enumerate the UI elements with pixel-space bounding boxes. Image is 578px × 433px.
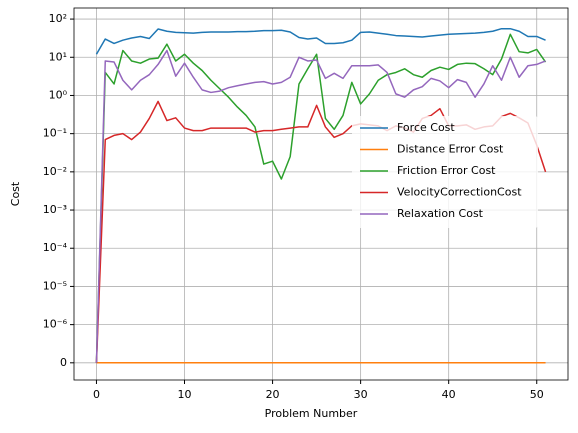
x-tick-label: 40: [442, 388, 456, 401]
x-tick-label: 10: [178, 388, 192, 401]
y-axis-label: Cost: [9, 181, 22, 206]
x-tick-label: 0: [93, 388, 100, 401]
series-line: [95, 49, 546, 363]
legend-box: [352, 116, 538, 228]
y-tick-label: 10¹: [49, 50, 67, 63]
y-tick-label: 10⁻⁶: [43, 318, 68, 331]
y-tick-label: 10⁻⁴: [43, 241, 68, 254]
legend-label: Relaxation Cost: [397, 207, 484, 220]
legend-label: Distance Error Cost: [397, 143, 504, 156]
legend: Force Cost Distance Error Cost Friction Er…: [352, 116, 538, 228]
series-line: [95, 27, 546, 55]
y-tick-label: 0: [60, 356, 67, 369]
y-tick-label: 10⁻³: [43, 203, 67, 216]
y-tick-label: 10⁻⁵: [43, 279, 67, 292]
y-tick-label: 10⁻¹: [43, 127, 67, 140]
y-tick-label: 10⁻²: [43, 165, 67, 178]
y-tick-label: 10²: [49, 12, 67, 25]
legend-label: VelocityCorrectionCost: [397, 186, 522, 199]
x-tick-label: 50: [530, 388, 544, 401]
x-tick-label: 30: [354, 388, 368, 401]
x-tick-label: 20: [266, 388, 280, 401]
series-line: [95, 33, 547, 363]
legend-label: Force Cost: [397, 121, 455, 134]
plot-frame: [73, 7, 569, 381]
y-tick-label: 10⁰: [49, 88, 68, 101]
x-axis-label: Problem Number: [265, 407, 358, 420]
legend-label: Friction Error Cost: [397, 164, 496, 177]
